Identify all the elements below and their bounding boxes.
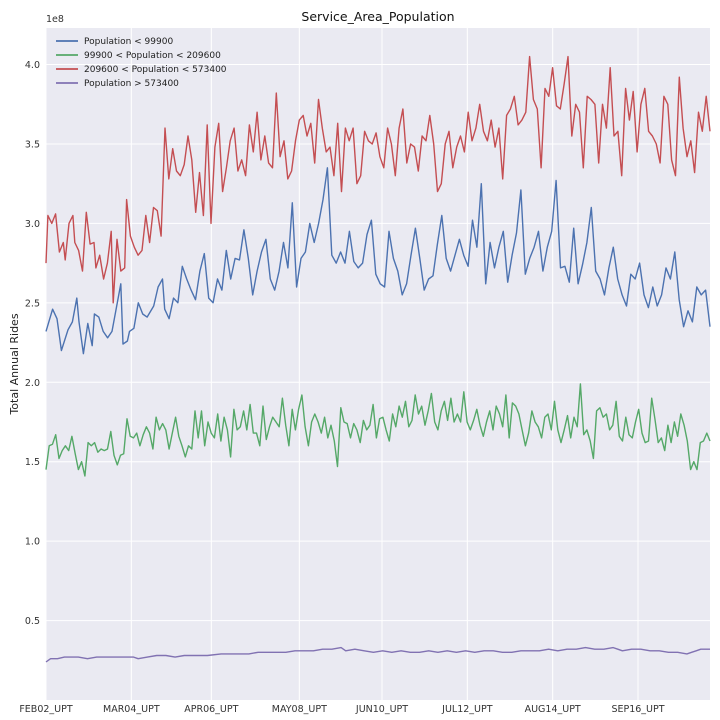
y-tick-label: 2.0 bbox=[25, 378, 40, 389]
x-tick-label: FEB02_UPT bbox=[19, 704, 73, 715]
grid-lines bbox=[45, 28, 710, 700]
series-line-4 bbox=[45, 646, 710, 663]
y-tick-label: 1.0 bbox=[25, 537, 40, 548]
y-tick-label: 2.5 bbox=[25, 298, 40, 309]
legend-entry: 99900 < Population < 209600 bbox=[84, 51, 221, 61]
plot-background bbox=[46, 28, 710, 700]
chart-title: Service_Area_Population bbox=[301, 9, 454, 24]
x-tick-label: APR06_UPT bbox=[184, 704, 238, 715]
legend-entry: Population < 99900 bbox=[84, 37, 173, 47]
series-line-3 bbox=[45, 55, 711, 304]
x-tick-label: JUL12_UPT bbox=[441, 704, 493, 715]
y-tick-label: 3.0 bbox=[25, 219, 40, 230]
series-line-2 bbox=[45, 383, 711, 477]
series-lines bbox=[45, 55, 711, 663]
legend-entry: 209600 < Population < 573400 bbox=[84, 65, 227, 75]
x-tick-label: MAR04_UPT bbox=[103, 704, 160, 715]
legend: Population < 99900 99900 < Population < 2… bbox=[56, 37, 227, 89]
y-tick-label: 1.5 bbox=[25, 457, 40, 468]
tick-labels: 0.5 1.0 1.5 2.0 2.5 3.0 3.5 4.0 FEB02_UPT MAR04_U… bbox=[19, 60, 664, 715]
x-tick-label: SEP16_UPT bbox=[611, 704, 664, 715]
legend-entry: Population > 573400 bbox=[84, 79, 179, 89]
x-tick-label: JUN10_UPT bbox=[355, 704, 408, 715]
x-tick-label: MAY08_UPT bbox=[272, 704, 327, 715]
y-tick-label: 4.0 bbox=[25, 60, 40, 71]
y-axis-scale-label: 1e8 bbox=[46, 14, 64, 25]
y-tick-label: 0.5 bbox=[25, 616, 40, 627]
series-line-1 bbox=[45, 167, 711, 355]
x-tick-label: AUG14_UPT bbox=[525, 704, 581, 715]
y-tick-label: 3.5 bbox=[25, 139, 40, 150]
y-axis-label: Total Annual Rides bbox=[8, 313, 21, 415]
